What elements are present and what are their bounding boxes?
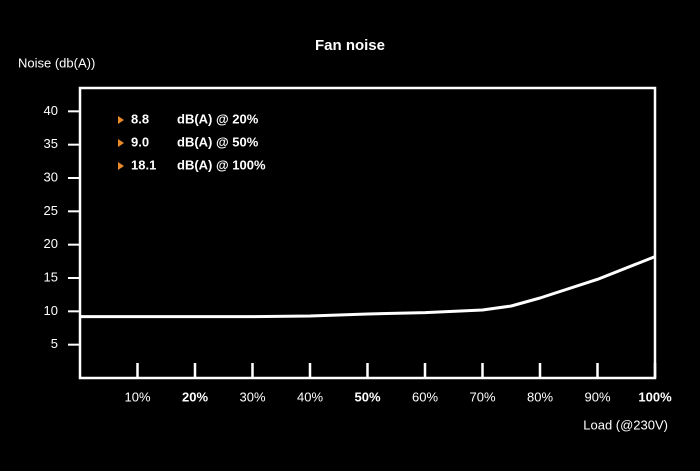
x-tick-label: 20% (182, 389, 208, 404)
annotation-value: 18.1 (131, 157, 156, 172)
y-axis-label: Noise (db(A)) (18, 55, 95, 70)
annotation-text: dB(A) @ 20% (177, 111, 259, 126)
annotation-value: 8.8 (131, 111, 149, 126)
x-tick-label: 50% (354, 389, 380, 404)
y-tick-label: 5 (51, 336, 58, 351)
x-axis-label: Load (@230V) (583, 417, 668, 432)
y-tick-label: 25 (44, 203, 58, 218)
y-tick-label: 20 (44, 236, 58, 251)
x-tick-label: 90% (584, 389, 610, 404)
line (80, 255, 656, 319)
annotation-marker (118, 139, 124, 147)
x-tick-label: 60% (412, 389, 438, 404)
chart-title: Fan noise (315, 37, 385, 54)
y-tick-label: 40 (44, 103, 58, 118)
annotation-value: 9.0 (131, 134, 149, 149)
annotation-marker (118, 162, 124, 170)
x-tick-label: 40% (297, 389, 323, 404)
y-tick-label: 30 (44, 169, 58, 184)
y-tick-label: 15 (44, 269, 58, 284)
x-tick-label: 80% (527, 389, 553, 404)
x-tick-label: 10% (124, 389, 150, 404)
y-tick-label: 10 (44, 303, 58, 318)
y-tick-label: 35 (44, 136, 58, 151)
x-tick-label: 100% (638, 389, 672, 404)
annotation-text: dB(A) @ 100% (177, 157, 266, 172)
annotation-text: dB(A) @ 50% (177, 134, 259, 149)
x-tick-label: 30% (239, 389, 265, 404)
x-tick-label: 70% (469, 389, 495, 404)
annotation-marker (118, 116, 124, 124)
